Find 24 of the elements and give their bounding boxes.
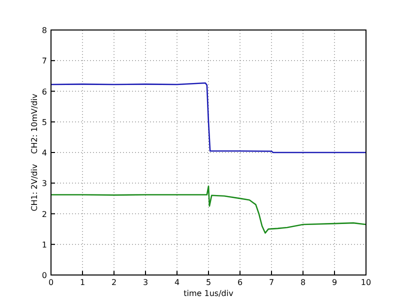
y-tick-label: 5 (42, 118, 47, 127)
x-tick-label: 7 (268, 278, 274, 287)
y-tick-label: 7 (42, 56, 47, 66)
x-tick-label: 6 (237, 278, 243, 287)
y-tick-label: 2 (42, 210, 47, 219)
line-series (50, 82, 367, 154)
x-axis-title: time 1us/div (184, 289, 234, 298)
y-tick-label: 3 (42, 179, 47, 188)
x-tick-label: 3 (142, 278, 148, 287)
y-tick-label: 6 (42, 87, 47, 96)
x-tick-label: 5 (206, 278, 212, 287)
x-tick-label: 10 (360, 278, 372, 287)
line-series (50, 186, 367, 234)
y-axis-title: CH1: 2V/div CH2: 10mV/div (30, 93, 39, 212)
x-tick-label: 0 (48, 278, 54, 287)
x-tick-label: 2 (111, 278, 117, 287)
y-tick-label: 1 (42, 240, 47, 250)
y-tick-label: 4 (42, 148, 47, 158)
x-tick-label: 4 (174, 278, 180, 287)
x-tick-label: 9 (332, 278, 338, 287)
y-tick-label: 8 (42, 26, 47, 35)
y-tick-label: 0 (42, 271, 47, 280)
x-tick-label: 8 (300, 278, 306, 287)
x-tick-label: 1 (80, 278, 86, 287)
